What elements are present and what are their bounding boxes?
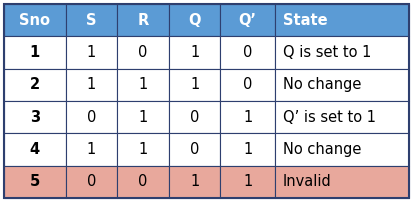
Text: 0: 0 [138, 174, 148, 189]
Bar [66, 166, 117, 198]
Text: 4: 4 [30, 142, 40, 157]
Bar [221, 69, 275, 101]
Text: 0: 0 [138, 45, 148, 60]
Text: 1: 1 [138, 77, 147, 92]
Text: R: R [138, 13, 149, 28]
Bar [66, 36, 117, 69]
Text: 5: 5 [30, 174, 40, 189]
Bar [221, 101, 275, 133]
Bar [117, 101, 169, 133]
Text: 0: 0 [243, 45, 252, 60]
Bar [4, 36, 66, 69]
Text: 1: 1 [190, 174, 199, 189]
Bar [117, 133, 169, 166]
Text: 1: 1 [87, 142, 96, 157]
Text: 0: 0 [243, 77, 252, 92]
Bar [117, 166, 169, 198]
Bar [66, 101, 117, 133]
Text: Invalid: Invalid [283, 174, 332, 189]
Bar [117, 69, 169, 101]
Text: Q’ is set to 1: Q’ is set to 1 [283, 110, 376, 125]
Text: 1: 1 [138, 142, 147, 157]
Bar [66, 69, 117, 101]
Text: 0: 0 [87, 110, 96, 125]
Bar [66, 4, 117, 36]
Bar [4, 4, 66, 36]
Text: 2: 2 [30, 77, 40, 92]
Text: 1: 1 [190, 45, 199, 60]
Text: No change: No change [283, 77, 361, 92]
Text: Sno: Sno [19, 13, 50, 28]
Text: Q: Q [188, 13, 201, 28]
Bar [221, 133, 275, 166]
Bar [275, 69, 409, 101]
Bar [169, 133, 221, 166]
Text: No change: No change [283, 142, 361, 157]
Text: 1: 1 [243, 142, 252, 157]
Text: 1: 1 [190, 77, 199, 92]
Text: 0: 0 [190, 142, 199, 157]
Bar [4, 133, 66, 166]
Bar [221, 36, 275, 69]
Bar [275, 133, 409, 166]
Bar [4, 166, 66, 198]
Bar [169, 166, 221, 198]
Text: State: State [283, 13, 328, 28]
Bar [66, 133, 117, 166]
Text: S: S [86, 13, 97, 28]
Bar [221, 4, 275, 36]
Text: Q is set to 1: Q is set to 1 [283, 45, 371, 60]
Bar [275, 166, 409, 198]
Bar [221, 166, 275, 198]
Text: Q’: Q’ [239, 13, 257, 28]
Text: 0: 0 [87, 174, 96, 189]
Bar [275, 101, 409, 133]
Text: 1: 1 [243, 174, 252, 189]
Text: 1: 1 [30, 45, 40, 60]
Bar [169, 36, 221, 69]
Bar [275, 4, 409, 36]
Text: 1: 1 [87, 45, 96, 60]
Text: 1: 1 [243, 110, 252, 125]
Bar [169, 4, 221, 36]
Text: 0: 0 [190, 110, 199, 125]
Text: 1: 1 [138, 110, 147, 125]
Text: 3: 3 [30, 110, 40, 125]
Bar [117, 36, 169, 69]
Bar [117, 4, 169, 36]
Bar [169, 101, 221, 133]
Bar [275, 36, 409, 69]
Text: 1: 1 [87, 77, 96, 92]
Bar [4, 101, 66, 133]
Bar [169, 69, 221, 101]
Bar [4, 69, 66, 101]
